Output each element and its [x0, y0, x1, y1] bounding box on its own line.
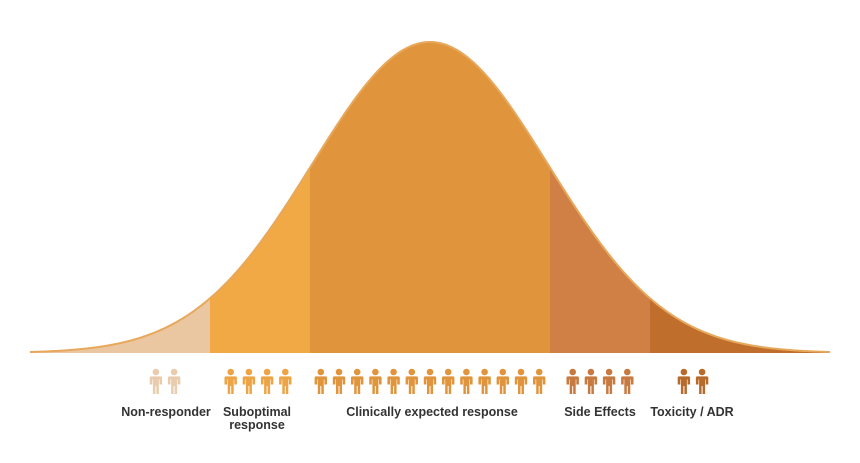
person-icon: [351, 368, 364, 394]
person-icon: [279, 368, 292, 394]
label-clinically-expected-response: Clinically expected response: [346, 405, 518, 419]
region-suboptimal: [210, 167, 310, 353]
person-icon: [677, 368, 691, 394]
person-icon: [369, 368, 382, 394]
person-icon: [224, 368, 237, 394]
region-side-effects: [550, 167, 650, 353]
person-icon: [314, 368, 327, 394]
person-icon: [149, 368, 163, 394]
label-suboptimal-line2: response: [229, 418, 285, 432]
person-icon: [478, 368, 491, 394]
person-icon: [602, 368, 616, 394]
person-icon: [584, 368, 598, 394]
person-icon: [621, 368, 634, 394]
person-icon: [460, 368, 473, 394]
person-icon: [242, 368, 256, 394]
person-icon: [260, 368, 274, 394]
label-suboptimal-response: Suboptimal response: [205, 406, 309, 432]
curve-outline: [29, 40, 831, 354]
label-non-responder: Non-responder: [121, 405, 211, 419]
person-icon: [405, 368, 418, 394]
person-icon: [423, 368, 437, 394]
region-toxicity: [650, 298, 830, 353]
person-icon: [695, 368, 709, 394]
label-suboptimal-line1: Suboptimal: [222, 405, 292, 419]
person-icon: [514, 368, 528, 394]
label-toxicity-adr: Toxicity / ADR: [650, 405, 734, 419]
person-icon: [566, 368, 579, 394]
region-non-responder: [30, 298, 210, 353]
person-icon: [496, 368, 509, 394]
person-icon: [533, 368, 546, 394]
person-icon: [387, 368, 400, 394]
region-clinically-expected: [310, 42, 550, 353]
person-icon: [332, 368, 346, 394]
person-icon: [167, 368, 181, 394]
label-side-effects: Side Effects: [564, 405, 636, 419]
person-icon: [442, 368, 455, 394]
